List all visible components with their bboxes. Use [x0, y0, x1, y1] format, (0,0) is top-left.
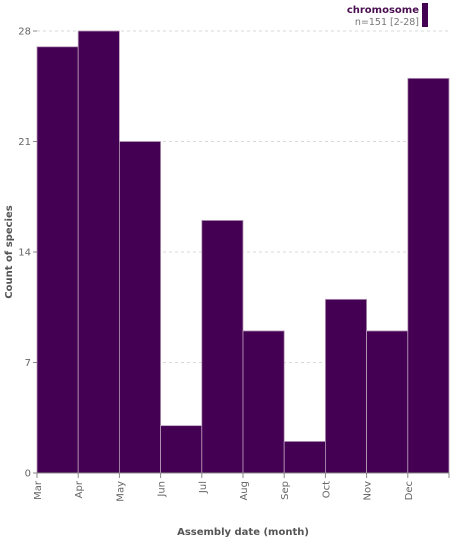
x-tick-label: Dec	[404, 481, 415, 500]
bar-dec[interactable]	[407, 77, 450, 474]
legend-swatch	[422, 3, 428, 27]
y-tick-label: 0	[25, 469, 31, 480]
x-tick-label: May	[115, 481, 126, 502]
bar-may[interactable]	[119, 141, 162, 474]
x-tick-label: Apr	[74, 480, 85, 498]
y-axis-ticks: 0 7 14 21 28	[18, 27, 37, 480]
y-tick-label: 14	[18, 248, 31, 259]
y-tick-label: 21	[18, 137, 31, 148]
legend-title: chromosome	[347, 5, 419, 16]
x-tick-label: Jul	[198, 481, 209, 494]
bar-apr[interactable]	[77, 30, 120, 474]
legend-subtitle: n=151 [2-28]	[355, 17, 419, 28]
y-tick-label: 28	[18, 27, 31, 38]
bar-jun[interactable]	[160, 425, 203, 474]
legend[interactable]: chromosome n=151 [2-28]	[347, 3, 428, 28]
bar-sep[interactable]	[283, 441, 326, 474]
y-axis-title: Count of species	[4, 205, 15, 298]
bar-nov[interactable]	[366, 330, 409, 474]
bar-oct[interactable]	[324, 298, 367, 474]
bar-jul[interactable]	[201, 220, 244, 474]
x-tick-label: Mar	[33, 480, 44, 500]
bar-mar[interactable]	[36, 46, 79, 474]
bar-aug[interactable]	[242, 330, 285, 474]
x-tick-label: Oct	[321, 481, 332, 498]
x-tick-label: Nov	[363, 481, 374, 501]
x-axis-title: Assembly date (month)	[177, 527, 309, 538]
x-axis-ticks: Mar Apr May Jun Jul Aug Sep Oct Nov Dec	[33, 473, 450, 502]
x-tick-label: Aug	[239, 481, 250, 501]
x-tick-label: Jun	[157, 481, 168, 498]
x-tick-label: Sep	[280, 481, 291, 500]
y-tick-label: 7	[25, 358, 31, 369]
